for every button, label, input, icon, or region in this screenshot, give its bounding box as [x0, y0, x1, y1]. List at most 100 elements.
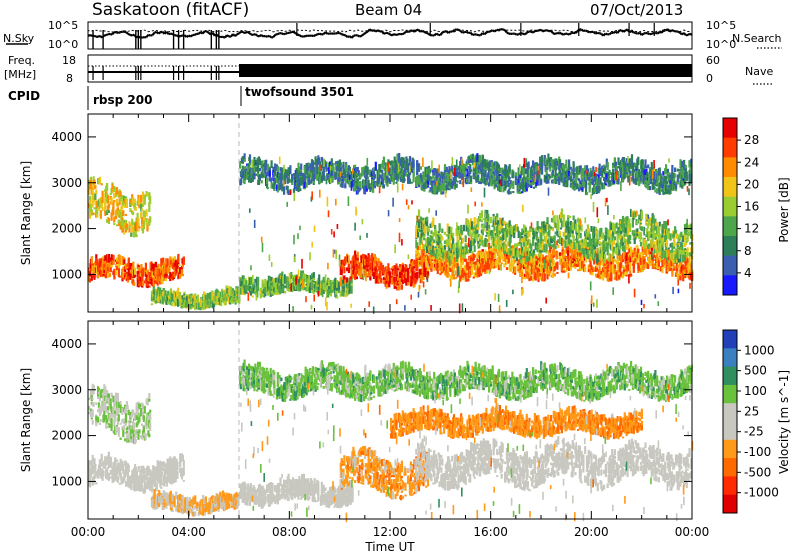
- echo-cell: [101, 194, 104, 204]
- echo-cell: [613, 236, 616, 241]
- echo-cell: [162, 257, 165, 266]
- echo-cell: [94, 185, 97, 189]
- echo-cell: [528, 231, 531, 238]
- echo-cell: [141, 225, 144, 231]
- echo-cell: [398, 285, 401, 291]
- echo-cell: [243, 159, 246, 162]
- echo-cell: [180, 265, 184, 272]
- echo-cell: [640, 210, 643, 220]
- echo-cell: [129, 272, 132, 276]
- echo-cell: [129, 274, 132, 280]
- echo-cell: [168, 296, 171, 299]
- echo-cell: [170, 292, 173, 299]
- echo-cell: [94, 200, 97, 203]
- echo-cell: [339, 277, 342, 287]
- echo-cell: [257, 286, 260, 292]
- echo-cell: [673, 265, 676, 269]
- echo-cell: [552, 259, 555, 262]
- echo-cell: [545, 244, 548, 252]
- echo-cell: [166, 267, 169, 274]
- echo-cell: [489, 246, 492, 248]
- echo-cell: [348, 166, 351, 171]
- echo-cell: [164, 258, 167, 265]
- echo-cell: [683, 254, 686, 257]
- echo-cell: [88, 207, 92, 217]
- echo-cell: [93, 275, 96, 280]
- power-heatmap: [88, 114, 694, 314]
- echo-cell: [143, 280, 147, 284]
- date-title: 07/Oct/2013: [590, 1, 683, 19]
- echo-cell: [122, 212, 125, 215]
- echo-cell: [96, 258, 99, 264]
- echo-cell: [245, 291, 248, 294]
- cpid-program-1: rbsp 200: [93, 93, 152, 107]
- echo-cell: [452, 237, 455, 240]
- echo-cell: [168, 263, 171, 273]
- echo-cell: [109, 266, 112, 273]
- echo-cell: [91, 189, 94, 194]
- echo-cell: [266, 177, 269, 183]
- echo-cell: [173, 300, 176, 305]
- echo-cell: [136, 212, 139, 222]
- echo-cell: [382, 184, 385, 189]
- echo-cell: [300, 163, 303, 170]
- echo-cell: [106, 195, 110, 204]
- echo-cell: [571, 230, 574, 233]
- echo-cell: [106, 267, 110, 270]
- echo-cell: [570, 249, 573, 257]
- echo-cell: [289, 165, 292, 175]
- echo-cell: [101, 206, 104, 212]
- echo-cell: [135, 225, 138, 232]
- echo-cell: [181, 264, 184, 268]
- echo-cell: [178, 291, 181, 299]
- echo-cell: [112, 254, 115, 262]
- echo-cell: [154, 261, 157, 269]
- freq-tick-top: 18: [62, 54, 76, 67]
- echo-cell: [492, 216, 495, 220]
- echo-cell: [521, 271, 524, 277]
- echo-cell: [645, 240, 648, 247]
- echo-cell: [473, 254, 476, 258]
- echo-cell: [179, 268, 182, 274]
- echo-cell: [137, 267, 140, 272]
- echo-cell: [608, 253, 611, 262]
- echo-cell: [181, 301, 184, 306]
- echo-cell: [665, 251, 669, 258]
- echo-cell: [162, 290, 165, 297]
- echo-cell: [163, 265, 166, 275]
- echo-cell: [683, 257, 686, 261]
- echo-cell: [141, 217, 144, 225]
- echo-cell: [141, 208, 144, 211]
- echo-cell: [426, 271, 430, 275]
- echo-cell: [138, 197, 141, 205]
- nave-label: Nave: [745, 65, 773, 78]
- echo-cell: [93, 207, 96, 210]
- echo-cell: [194, 304, 197, 310]
- echo-cell: [447, 273, 450, 277]
- echo-cell: [322, 167, 325, 177]
- echo-cell: [92, 181, 95, 190]
- echo-cell: [442, 252, 445, 259]
- echo-cell: [97, 270, 100, 279]
- echo-cell: [478, 245, 481, 249]
- echo-cell: [189, 303, 192, 309]
- echo-cell: [102, 273, 105, 277]
- echo-cell: [140, 200, 143, 203]
- echo-cell: [486, 244, 489, 248]
- echo-cell: [173, 303, 176, 307]
- echo-cell: [155, 275, 158, 281]
- echo-cell: [559, 231, 562, 236]
- echo-cell: [551, 228, 554, 232]
- echo-cell: [612, 256, 616, 259]
- echo-cell: [170, 260, 173, 266]
- echo-cell: [568, 233, 572, 238]
- echo-cell: [204, 295, 207, 305]
- echo-cell: [93, 179, 96, 185]
- echo-cell: [140, 212, 143, 219]
- echo-cell: [100, 203, 103, 208]
- echo-cell: [505, 267, 509, 270]
- echo-cell: [143, 195, 146, 201]
- echo-cell: [148, 204, 151, 212]
